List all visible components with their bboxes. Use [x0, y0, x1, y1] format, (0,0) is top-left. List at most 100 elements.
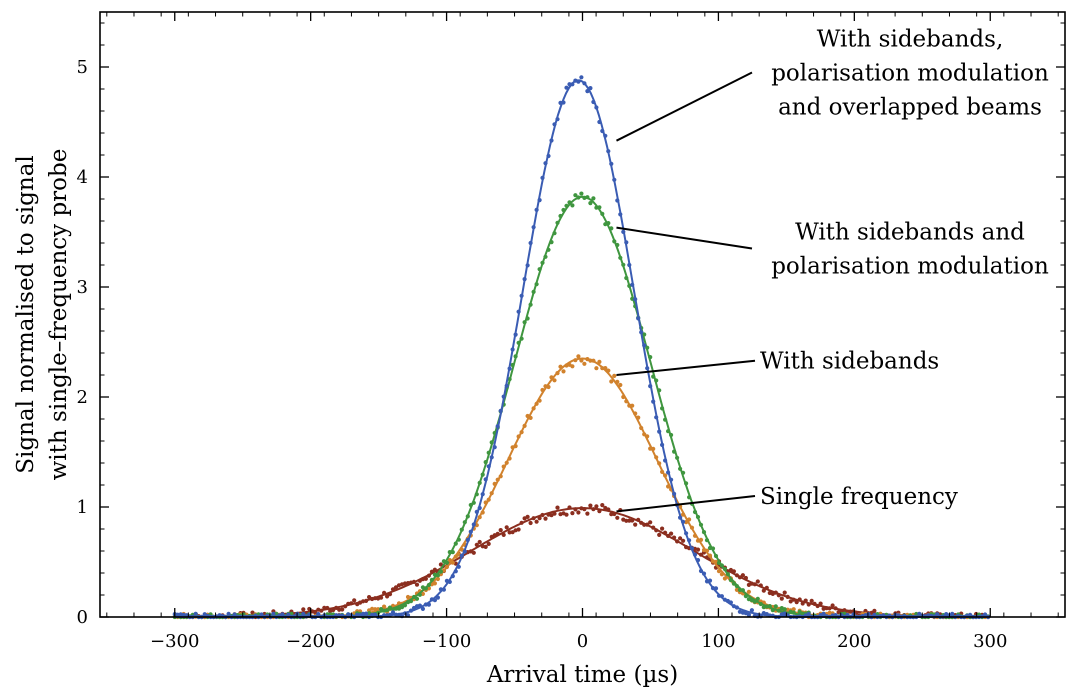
data-point: [447, 550, 452, 555]
data-point: [489, 455, 494, 460]
data-point: [540, 387, 545, 393]
data-point: [370, 612, 375, 617]
annotation-label: polarisation modulation: [771, 254, 1049, 280]
data-point: [528, 302, 533, 307]
data-point: [579, 75, 584, 80]
data-point: [429, 577, 434, 582]
data-point: [585, 89, 590, 94]
data-point: [540, 512, 545, 518]
data-point: [522, 277, 527, 282]
data-point: [465, 514, 470, 519]
annotation-layer: With sidebands, polarisation modulation an…: [616, 27, 1049, 513]
data-point: [698, 537, 704, 543]
data-point: [519, 336, 524, 341]
data-point: [591, 196, 596, 201]
data-point: [528, 240, 533, 246]
y-axis-label-line-1: Signal normalised to signal: [13, 155, 39, 474]
data-point: [513, 354, 518, 359]
data-point: [701, 571, 707, 576]
data-point: [663, 417, 668, 422]
data-point: [555, 220, 560, 225]
data-point: [495, 477, 500, 482]
data-point: [322, 605, 327, 610]
data-point: [624, 399, 629, 404]
data-point: [525, 413, 530, 419]
data-point: [259, 612, 264, 617]
data-point: [678, 466, 683, 471]
data-point: [872, 612, 877, 618]
data-point: [459, 527, 464, 532]
data-point: [935, 612, 940, 617]
data-point: [612, 373, 617, 378]
data-point: [450, 550, 455, 555]
data-point: [408, 608, 414, 613]
data-point: [600, 211, 605, 216]
data-point: [546, 247, 551, 252]
data-point: [489, 491, 494, 496]
data-point: [519, 430, 524, 435]
data-point: [343, 604, 348, 609]
data-point: [280, 612, 285, 617]
y-tick-label: 1: [77, 497, 88, 518]
data-point: [728, 600, 734, 605]
data-point: [549, 240, 554, 245]
data-point: [651, 446, 656, 451]
data-point: [531, 406, 536, 411]
data-point: [681, 538, 686, 543]
data-point: [603, 133, 608, 138]
data-point: [483, 544, 488, 550]
data-point: [486, 450, 491, 455]
data-point: [459, 547, 464, 552]
data-point: [480, 510, 485, 515]
data-point: [432, 581, 437, 586]
data-point: [385, 608, 390, 613]
data-point: [507, 530, 512, 535]
data-point: [746, 612, 752, 618]
data-point: [561, 207, 566, 213]
data-point: [387, 612, 393, 618]
data-point: [316, 612, 321, 617]
data-point: [719, 594, 725, 599]
data-point: [707, 553, 713, 558]
data-point: [426, 586, 431, 591]
data-point: [543, 254, 548, 259]
data-point: [764, 585, 769, 591]
data-point: [648, 355, 653, 360]
data-point: [752, 582, 757, 587]
data-point: [576, 195, 581, 200]
data-point: [609, 379, 614, 384]
data-point: [704, 538, 710, 543]
data-point: [681, 512, 686, 517]
data-point: [654, 415, 659, 420]
data-point: [722, 576, 728, 581]
data-point: [334, 605, 339, 611]
data-point: [710, 546, 716, 551]
data-point: [785, 594, 790, 600]
data-point: [537, 516, 542, 521]
data-point: [349, 601, 354, 606]
data-point: [597, 205, 602, 210]
data-point: [612, 239, 617, 244]
data-point: [385, 594, 390, 599]
y-tick-label: 2: [77, 387, 88, 408]
data-point: [842, 608, 847, 613]
data-point: [465, 537, 470, 543]
data-point: [627, 262, 632, 268]
data-point: [615, 515, 620, 520]
data-point: [713, 553, 719, 559]
data-point: [675, 539, 680, 544]
data-point: [687, 517, 692, 522]
annotation-label: and overlapped beams: [778, 95, 1042, 121]
data-point: [561, 100, 566, 105]
data-point: [773, 604, 778, 609]
data-point: [525, 263, 530, 268]
data-point: [651, 525, 656, 530]
data-point: [654, 455, 659, 460]
data-point: [609, 512, 614, 517]
data-point: [534, 401, 539, 406]
data-point: [603, 366, 608, 371]
data-point: [492, 445, 497, 450]
data-point: [522, 423, 527, 428]
data-point: [588, 201, 593, 206]
data-point: [633, 411, 638, 416]
